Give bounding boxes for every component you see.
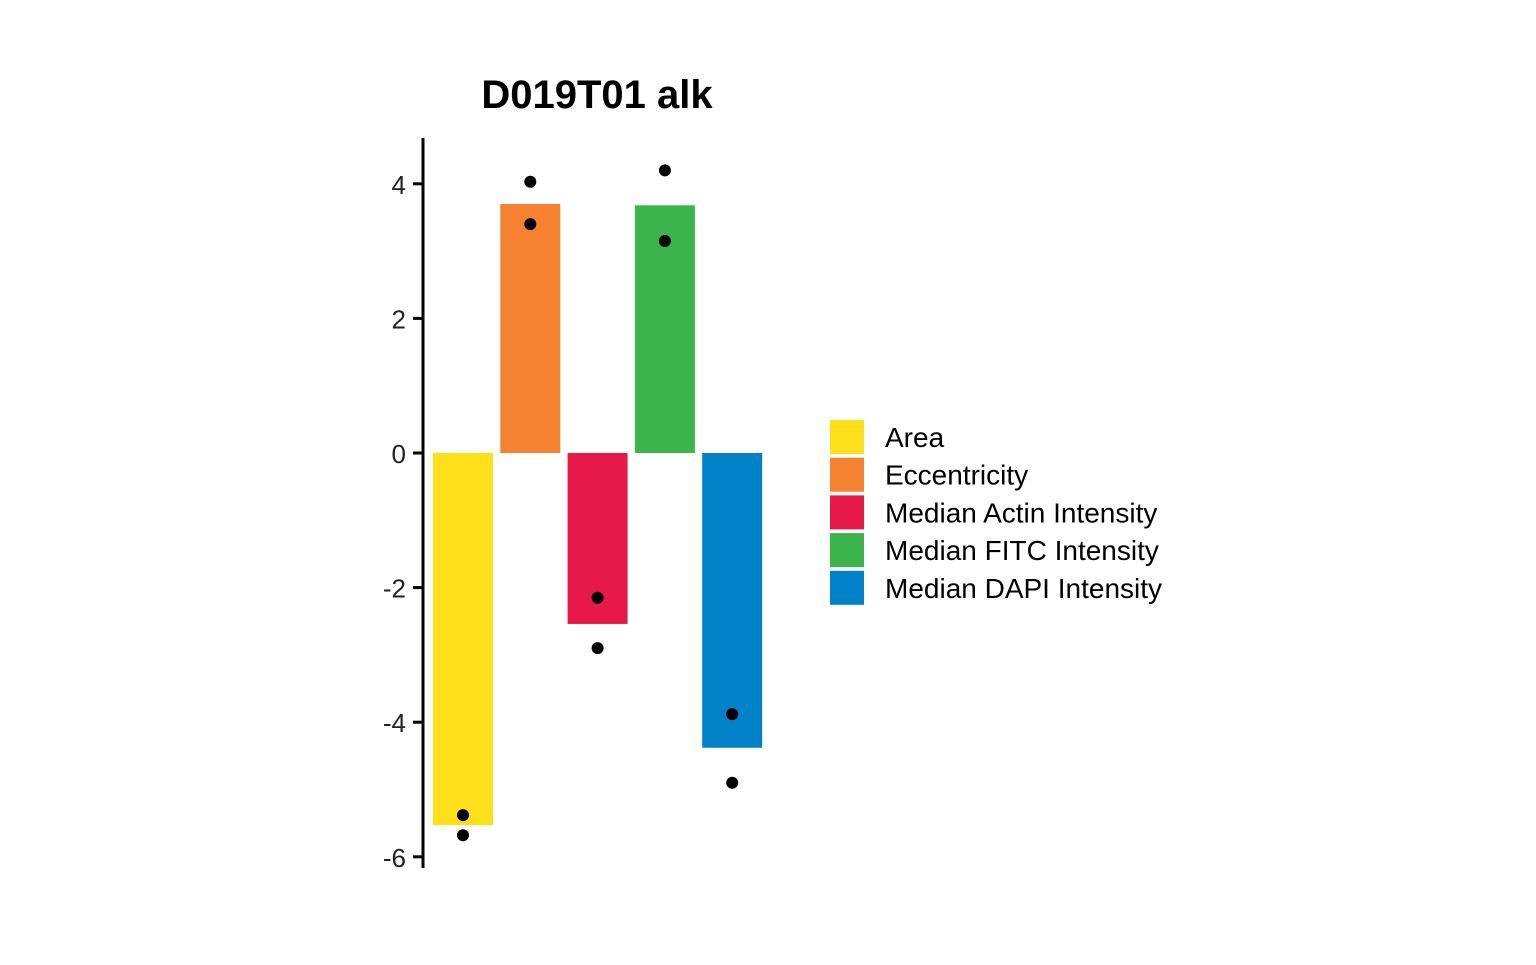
data-point-5-1 <box>726 708 739 721</box>
data-point-3-2 <box>591 642 604 655</box>
legend-swatch-2 <box>830 457 864 492</box>
legend-label-5: Median DAPI Intensity <box>885 573 1162 604</box>
bars-layer <box>433 203 763 826</box>
legend-swatch-4 <box>830 533 864 568</box>
data-point-4-1 <box>658 164 671 177</box>
y-tick-label: 2 <box>392 304 406 334</box>
y-axis: -6 -4 -2 0 2 4 <box>383 138 425 873</box>
legend-swatch-1 <box>830 420 864 454</box>
y-tick-label: -4 <box>383 708 406 738</box>
data-point-4-2 <box>658 235 671 248</box>
data-point-1-1 <box>457 809 469 822</box>
data-point-3-1 <box>591 591 604 604</box>
legend-label-3: Median Actin Intensity <box>885 497 1157 528</box>
y-tick-label: 4 <box>392 170 406 200</box>
legend: Area Eccentricity Median Actin Intensity Me… <box>830 420 1162 605</box>
data-point-2-1 <box>524 175 537 188</box>
y-tick-label: -2 <box>383 574 406 604</box>
data-point-5-2 <box>726 776 739 789</box>
chart-title: D019T01 alk <box>481 73 713 117</box>
y-tick-label: -6 <box>383 843 406 873</box>
bar-5 <box>702 453 763 748</box>
data-point-1-2 <box>457 829 469 842</box>
legend-label-1: Area <box>885 422 945 453</box>
legend-label-2: Eccentricity <box>885 460 1028 491</box>
legend-swatch-5 <box>830 570 864 605</box>
legend-label-4: Median FITC Intensity <box>885 535 1159 566</box>
bar-1 <box>433 453 493 826</box>
legend-swatch-3 <box>830 495 864 530</box>
bar-2 <box>500 203 561 453</box>
data-point-2-2 <box>524 218 537 231</box>
y-tick-label: 0 <box>392 439 406 469</box>
points-layer <box>457 164 739 842</box>
